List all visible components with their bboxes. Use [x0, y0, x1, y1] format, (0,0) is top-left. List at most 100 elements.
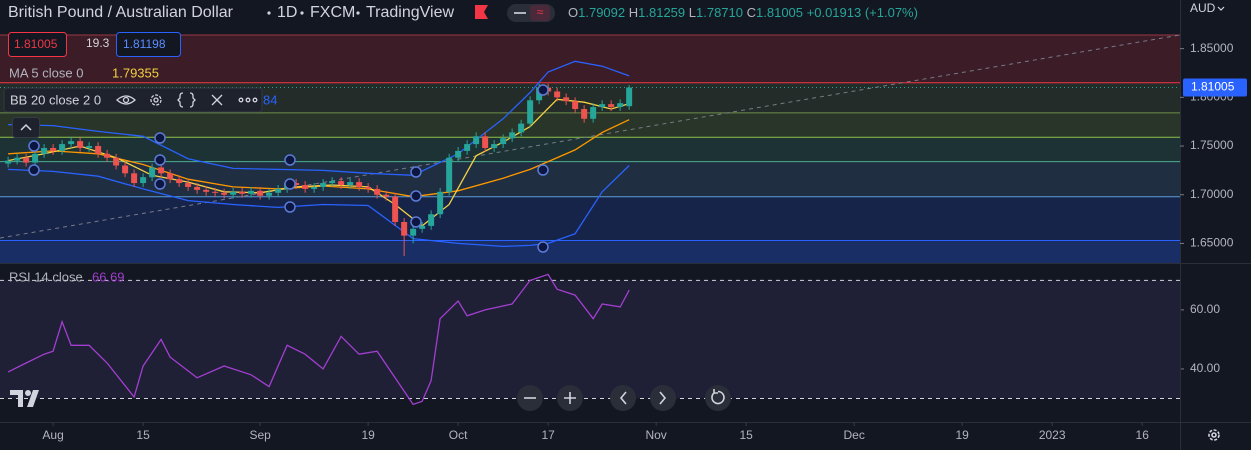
candle-body: [626, 87, 633, 107]
ohlc-value: 1.81259: [638, 5, 685, 20]
logo-shape: [10, 390, 23, 407]
y-tick-label: 40.00: [1190, 361, 1220, 375]
candle-body: [473, 136, 480, 145]
ohlc-label: O: [568, 5, 578, 20]
marker: [284, 154, 296, 166]
bb-value-fragment: 84: [263, 92, 277, 107]
sell-button[interactable]: [8, 32, 67, 57]
candle-body: [221, 192, 228, 195]
marker: [410, 216, 422, 228]
candle-body: [437, 191, 444, 215]
bb-markers: [28, 84, 549, 253]
candle-body: [356, 182, 363, 187]
candle-body: [518, 123, 525, 133]
candle-body: [14, 157, 21, 161]
marker: [410, 166, 422, 178]
y-tick-label: 60.00: [1190, 302, 1220, 316]
marker: [410, 190, 422, 202]
candle-body: [248, 190, 255, 194]
rsi-pane: 40.00 60.00: [0, 273, 1220, 406]
zoom-in-icon: [564, 392, 576, 404]
remove-icon[interactable]: [211, 94, 223, 106]
x-tick-label: Sep: [249, 428, 271, 442]
candle-body: [608, 104, 615, 108]
x-tick-label: 15: [136, 428, 150, 442]
rsi-band: [0, 280, 1180, 399]
buy-button[interactable]: [116, 32, 181, 57]
scroll-right-icon: [659, 391, 667, 405]
ohlc-label: C: [747, 5, 756, 20]
platform: TradingView: [366, 4, 454, 21]
candle-body: [5, 160, 12, 164]
toggle-icon: ≈: [537, 5, 544, 19]
candle-body: [527, 100, 534, 124]
marker: [28, 164, 40, 176]
sell-price: 1.81005: [14, 37, 58, 51]
ohlc-legend: O1.79092 H1.81259 L1.78710 C1.81005 +0.0…: [568, 5, 918, 20]
settings-icon: [153, 97, 159, 103]
reset-icon: [711, 389, 725, 405]
rsi-legend: RSI 14 close: [9, 269, 83, 284]
x-tick-label: 2023: [1039, 428, 1066, 442]
last-price-badge: [1183, 78, 1247, 97]
candle-body: [554, 91, 561, 98]
candle-body: [158, 167, 165, 174]
candle-body: [410, 228, 417, 236]
symbol: British Pound / Australian Dollar: [8, 4, 234, 21]
reset-button[interactable]: [705, 385, 731, 411]
candle-body: [50, 147, 57, 151]
more-icon[interactable]: [238, 97, 244, 103]
currency-caret: [1217, 6, 1225, 11]
candle-body: [86, 146, 93, 148]
bb-legend: BB 20 close 2 0: [10, 92, 101, 107]
candle-body: [113, 157, 120, 166]
ohlc-value: 1.81005: [756, 5, 803, 20]
currency[interactable]: AUD: [1190, 1, 1216, 15]
level-zone: [0, 240, 1180, 263]
candle-body: [383, 194, 390, 197]
x-tick-label: Dec: [844, 428, 865, 442]
marker: [154, 132, 166, 144]
visibility-icon: [122, 96, 130, 104]
candle-body: [293, 183, 300, 185]
candle-body: [320, 183, 327, 187]
candle-body: [266, 192, 273, 196]
level-zone: [0, 137, 1180, 162]
candle-body: [455, 150, 462, 158]
collapse-icon: [20, 123, 32, 131]
marker: [537, 241, 549, 253]
marker: [284, 201, 296, 213]
source-icon[interactable]: [177, 92, 196, 108]
scroll-right-button[interactable]: [650, 385, 676, 411]
collapse-button[interactable]: [12, 117, 40, 138]
x-tick-label: 16: [1136, 428, 1150, 442]
candle-body: [275, 188, 282, 193]
source: FXCM: [310, 4, 355, 21]
ma-value: 1.79355: [112, 65, 159, 80]
candle-body: [365, 186, 372, 189]
scroll-left-button[interactable]: [610, 385, 636, 411]
interval: 1D: [277, 4, 297, 21]
settings-icon[interactable]: [150, 94, 162, 106]
logo: [10, 390, 39, 407]
ohlc-value: 1.78710: [696, 5, 743, 20]
last-price-label: 1.81005: [1191, 80, 1235, 94]
x-tick-label: 15: [739, 428, 753, 442]
ohlc-label: L: [689, 5, 696, 20]
settings-button[interactable]: [1208, 429, 1220, 441]
candle-body: [167, 173, 174, 180]
candle-body: [194, 186, 201, 190]
candle-body: [176, 179, 183, 184]
bb-upper: [8, 60, 630, 176]
x-tick-label: Aug: [42, 428, 63, 442]
visibility-icon[interactable]: [116, 95, 136, 105]
candle-body: [482, 136, 489, 148]
x-tick-label: Oct: [449, 428, 468, 442]
separator-dot: [356, 11, 360, 15]
logo-shape: [25, 390, 31, 396]
change: +0.01913 (+1.07%): [807, 5, 918, 20]
flag-button[interactable]: [475, 5, 488, 19]
scroll-left-icon: [619, 391, 627, 405]
x-tick-label: 19: [956, 428, 970, 442]
